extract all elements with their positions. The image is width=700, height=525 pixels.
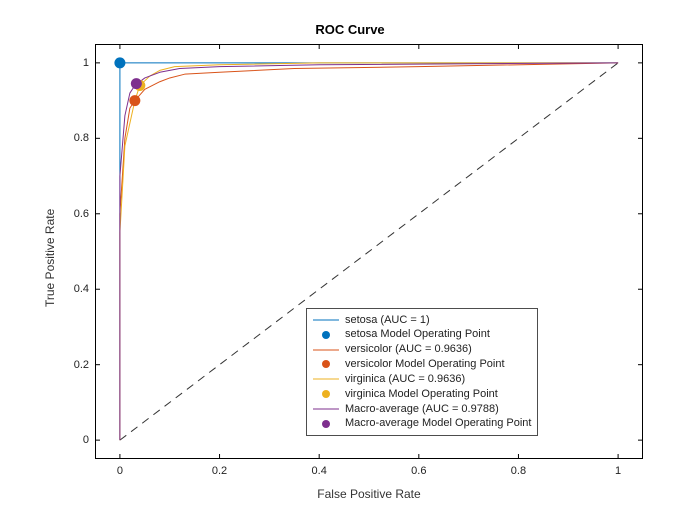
legend-item: virginica (AUC = 0.9636) [313,372,531,387]
x-tick-label: 0 [117,465,123,477]
legend-line-icon [313,403,339,415]
legend-item: Macro-average Model Operating Point [313,416,531,431]
legend: setosa (AUC = 1)setosa Model Operating P… [306,308,538,437]
legend-item: Macro-average (AUC = 0.9788) [313,402,531,417]
legend-label: Macro-average Model Operating Point [345,416,531,431]
legend-label: versicolor Model Operating Point [345,357,505,372]
x-tick-label: 1 [615,465,621,477]
y-tick-label: 0.6 [65,208,89,220]
legend-item: virginica Model Operating Point [313,387,531,402]
operating-point-setosa-op [114,57,125,68]
legend-item: setosa (AUC = 1) [313,313,531,328]
x-tick-label: 0.2 [212,465,227,477]
chart-title: ROC Curve [0,22,700,37]
legend-label: Macro-average (AUC = 0.9788) [345,402,499,417]
legend-line-icon [313,314,339,326]
legend-item: versicolor (AUC = 0.9636) [313,342,531,357]
legend-line-icon [313,344,339,356]
legend-label: versicolor (AUC = 0.9636) [345,342,472,357]
legend-marker-icon [313,418,339,430]
y-tick-label: 0.4 [65,283,89,295]
legend-label: setosa (AUC = 1) [345,313,430,328]
y-tick-label: 1 [65,57,89,69]
x-tick-label: 0.6 [411,465,426,477]
roc-figure: ROC Curve True Positive Rate False Posit… [0,0,700,525]
legend-label: virginica (AUC = 0.9636) [345,372,465,387]
legend-item: setosa Model Operating Point [313,327,531,342]
x-axis-label: False Positive Rate [95,487,643,501]
y-tick-label: 0 [65,434,89,446]
legend-marker-icon [313,388,339,400]
operating-point-versicolor-op [129,95,140,106]
y-axis-label: True Positive Rate [43,208,57,306]
y-tick-label: 0.8 [65,132,89,144]
x-tick-label: 0.8 [511,465,526,477]
x-tick-label: 0.4 [312,465,327,477]
legend-marker-icon [313,329,339,341]
legend-line-icon [313,373,339,385]
legend-label: setosa Model Operating Point [345,327,490,342]
y-tick-label: 0.2 [65,359,89,371]
operating-point-macro-average-op [131,78,142,89]
legend-item: versicolor Model Operating Point [313,357,531,372]
legend-label: virginica Model Operating Point [345,387,498,402]
legend-marker-icon [313,358,339,370]
